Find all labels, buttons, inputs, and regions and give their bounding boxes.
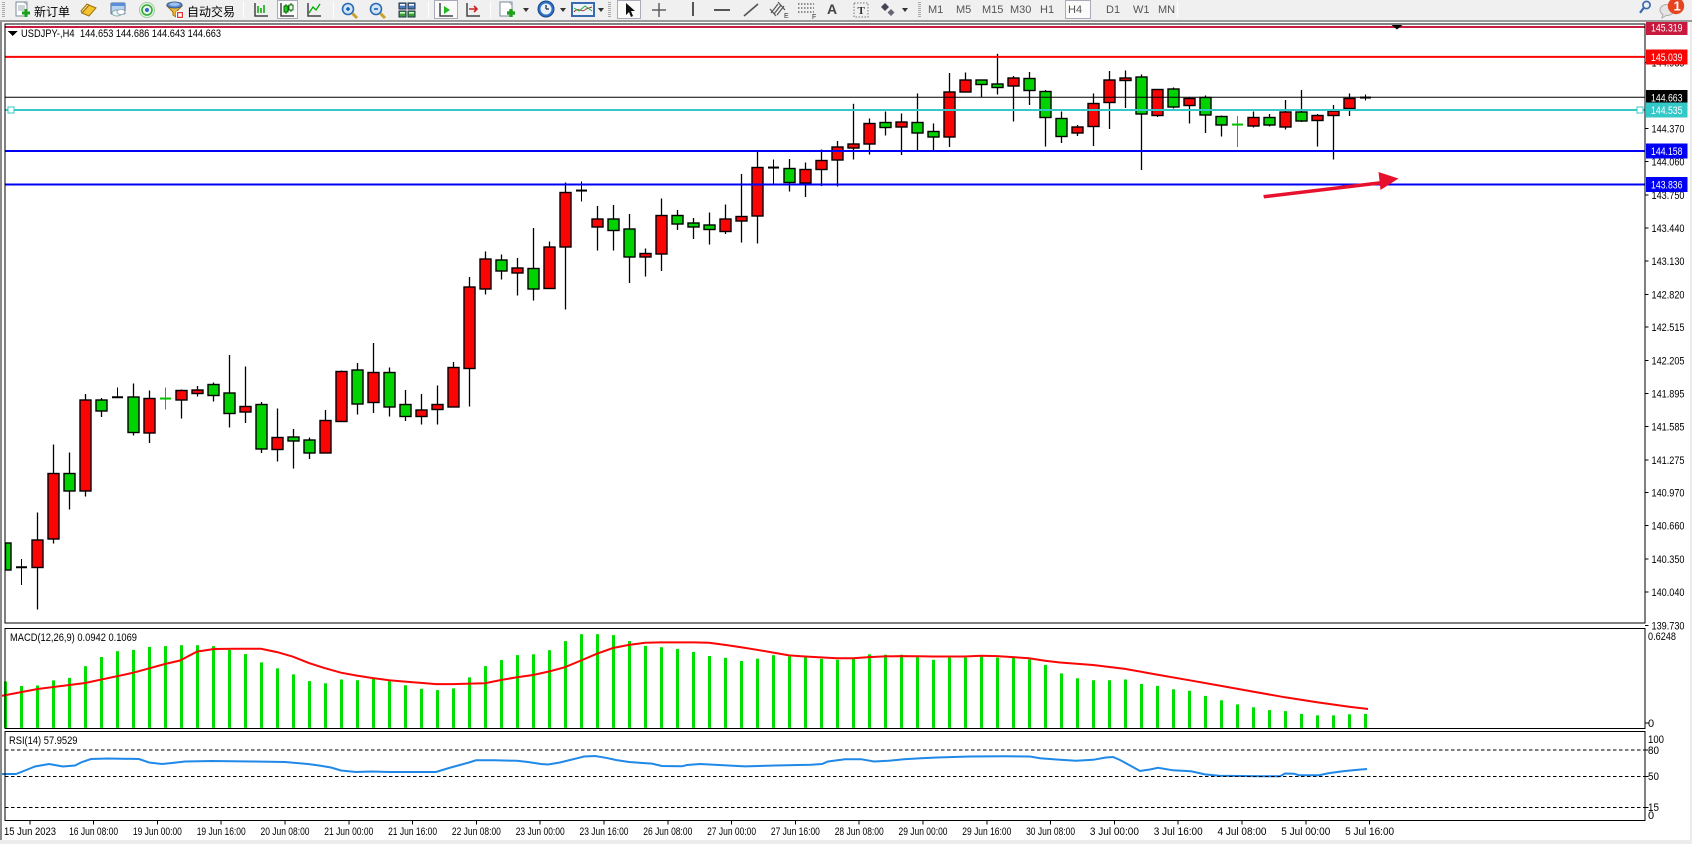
svg-text:0: 0 (1648, 718, 1654, 730)
svg-text:16 Jun 08:00: 16 Jun 08:00 (69, 826, 118, 838)
svg-text:140.040: 140.040 (1652, 587, 1685, 599)
svg-text:MACD(12,26,9) 0.0942 0.1069: MACD(12,26,9) 0.0942 0.1069 (10, 632, 137, 644)
svg-text:USDJPY-,H4: USDJPY-,H4 (21, 28, 75, 40)
svg-text:144.663: 144.663 (1651, 92, 1683, 104)
svg-text:145.319: 145.319 (1651, 23, 1683, 35)
svg-text:140.660: 140.660 (1652, 521, 1685, 533)
svg-text:100: 100 (1648, 734, 1664, 746)
svg-text:141.585: 141.585 (1652, 422, 1685, 434)
svg-text:30 Jun 08:00: 30 Jun 08:00 (1026, 826, 1075, 838)
svg-text:141.275: 141.275 (1652, 455, 1685, 467)
svg-text:29 Jun 16:00: 29 Jun 16:00 (962, 826, 1011, 838)
svg-text:80: 80 (1648, 745, 1659, 757)
svg-text:143.130: 143.130 (1652, 256, 1685, 268)
svg-text:143.750: 143.750 (1652, 190, 1685, 202)
svg-text:142.515: 142.515 (1652, 322, 1685, 334)
svg-text:27 Jun 16:00: 27 Jun 16:00 (771, 826, 820, 838)
svg-text:20 Jun 08:00: 20 Jun 08:00 (261, 826, 310, 838)
svg-text:23 Jun 16:00: 23 Jun 16:00 (580, 826, 629, 838)
svg-text:143.836: 143.836 (1651, 180, 1683, 192)
svg-text:27 Jun 00:00: 27 Jun 00:00 (707, 826, 756, 838)
svg-text:3 Jul 16:00: 3 Jul 16:00 (1154, 826, 1203, 838)
svg-text:140.350: 140.350 (1652, 554, 1685, 566)
svg-text:144.158: 144.158 (1651, 146, 1683, 158)
svg-text:E: E (784, 13, 789, 20)
svg-text:144.370: 144.370 (1652, 123, 1685, 135)
svg-text:3 Jul 00:00: 3 Jul 00:00 (1090, 826, 1139, 838)
svg-text:21 Jun 00:00: 21 Jun 00:00 (324, 826, 373, 838)
svg-text:0: 0 (1648, 810, 1654, 822)
svg-text:144.060: 144.060 (1652, 157, 1685, 169)
svg-text:50: 50 (1648, 771, 1659, 783)
svg-text:21 Jun 16:00: 21 Jun 16:00 (388, 826, 437, 838)
svg-text:141.895: 141.895 (1652, 388, 1685, 400)
svg-text:144.653 144.686 144.643 144.66: 144.653 144.686 144.643 144.663 (80, 28, 221, 40)
svg-text:142.820: 142.820 (1652, 289, 1685, 301)
svg-text:26 Jun 08:00: 26 Jun 08:00 (643, 826, 692, 838)
svg-text:5 Jul 16:00: 5 Jul 16:00 (1345, 826, 1394, 838)
svg-text:0.6248: 0.6248 (1648, 631, 1676, 643)
svg-text:22 Jun 08:00: 22 Jun 08:00 (452, 826, 501, 838)
svg-text:T: T (858, 5, 866, 17)
svg-text:19 Jun 16:00: 19 Jun 16:00 (197, 826, 246, 838)
svg-text:15: 15 (1648, 802, 1659, 814)
svg-text:145.039: 145.039 (1651, 52, 1683, 64)
svg-text:28 Jun 08:00: 28 Jun 08:00 (835, 826, 884, 838)
svg-text:23 Jun 00:00: 23 Jun 00:00 (516, 826, 565, 838)
svg-text:139.730: 139.730 (1652, 620, 1685, 632)
svg-text:15 Jun 2023: 15 Jun 2023 (4, 826, 56, 838)
svg-text:1: 1 (1674, 0, 1681, 14)
svg-text:143.440: 143.440 (1652, 223, 1685, 235)
svg-text:144.535: 144.535 (1651, 105, 1683, 117)
svg-text:140.970: 140.970 (1652, 488, 1685, 500)
svg-text:19 Jun 00:00: 19 Jun 00:00 (133, 826, 182, 838)
svg-text:142.205: 142.205 (1652, 355, 1685, 367)
svg-text:29 Jun 00:00: 29 Jun 00:00 (899, 826, 948, 838)
svg-text:5 Jul 00:00: 5 Jul 00:00 (1281, 826, 1330, 838)
svg-text:RSI(14) 57.9529: RSI(14) 57.9529 (9, 735, 78, 747)
svg-text:4 Jul 08:00: 4 Jul 08:00 (1218, 826, 1267, 838)
svg-text:F: F (812, 14, 816, 20)
